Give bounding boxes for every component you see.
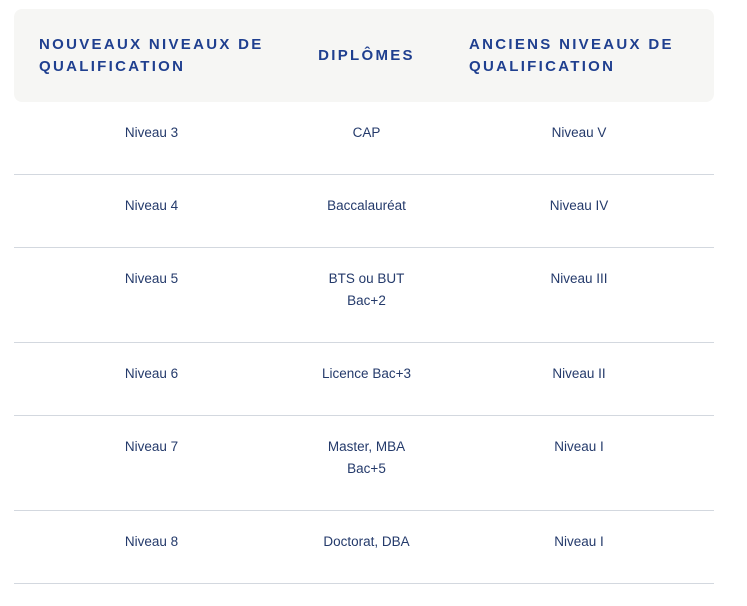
- old-level-cell: Niveau V: [551, 125, 607, 140]
- table-row: Niveau 6 Licence Bac+3 Niveau II: [14, 343, 714, 416]
- header-diplomas: DIPLÔMES: [318, 46, 415, 64]
- diploma-line: Doctorat, DBA: [323, 534, 410, 549]
- diploma-cell: BTS ou BUT Bac+2: [289, 248, 444, 342]
- diploma-cell: Master, MBA Bac+5: [289, 416, 444, 510]
- diploma-cell: Licence Bac+3: [289, 343, 444, 415]
- new-level-cell: Niveau 6: [124, 366, 179, 381]
- diploma-line: Master, MBA: [327, 439, 406, 454]
- diploma-line: BTS ou BUT: [328, 271, 405, 286]
- diploma-line: Licence Bac+3: [322, 366, 411, 381]
- header-new-levels: NOUVEAUX NIVEAUX DE QUALIFICATION: [39, 35, 264, 75]
- diploma-cell: Doctorat, DBA: [289, 511, 444, 583]
- table-row: Niveau 8 Doctorat, DBA Niveau I: [14, 511, 714, 584]
- qualification-levels-table: NOUVEAUX NIVEAUX DE QUALIFICATION DIPLÔM…: [14, 9, 714, 584]
- table-row: Niveau 4 Baccalauréat Niveau IV: [14, 175, 714, 248]
- diploma-line: Bac+5: [347, 461, 386, 476]
- header-old-levels: ANCIENS NIVEAUX DE QUALIFICATION: [469, 35, 674, 75]
- new-level-cell: Niveau 5: [124, 271, 179, 286]
- diploma-cell: CAP: [289, 102, 444, 174]
- old-level-cell: Niveau I: [554, 439, 604, 454]
- table-header: NOUVEAUX NIVEAUX DE QUALIFICATION DIPLÔM…: [14, 9, 714, 102]
- old-level-cell: Niveau III: [550, 271, 608, 286]
- new-level-cell: Niveau 8: [124, 534, 179, 549]
- table-row: Niveau 7 Master, MBA Bac+5 Niveau I: [14, 416, 714, 511]
- diploma-cell: Baccalauréat: [289, 175, 444, 247]
- table-row: Niveau 5 BTS ou BUT Bac+2 Niveau III: [14, 248, 714, 343]
- diploma-line: Bac+2: [347, 293, 386, 308]
- diploma-line: Baccalauréat: [327, 198, 406, 213]
- old-level-cell: Niveau IV: [549, 198, 609, 213]
- new-level-cell: Niveau 4: [124, 198, 179, 213]
- old-level-cell: Niveau I: [554, 534, 604, 549]
- old-level-cell: Niveau II: [552, 366, 606, 381]
- new-level-cell: Niveau 3: [124, 125, 179, 140]
- table-row: Niveau 3 CAP Niveau V: [14, 102, 714, 175]
- diploma-line: CAP: [352, 125, 381, 140]
- new-level-cell: Niveau 7: [124, 439, 179, 454]
